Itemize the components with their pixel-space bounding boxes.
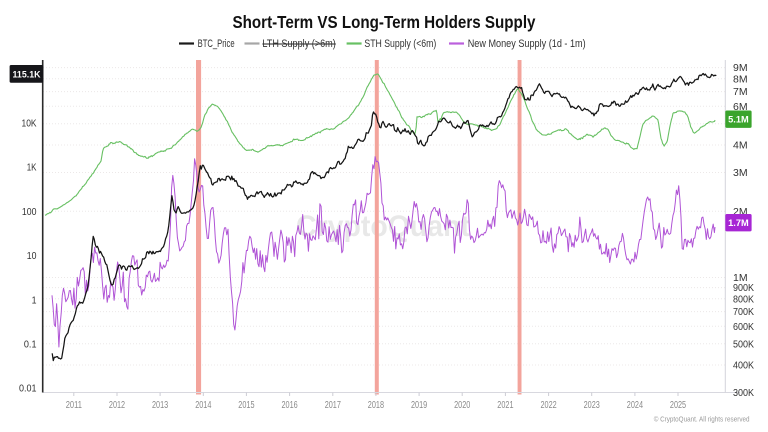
svg-text:2011: 2011 — [66, 400, 83, 411]
svg-text:LTH Supply (>6m): LTH Supply (>6m) — [262, 38, 335, 50]
svg-text:2M: 2M — [733, 207, 748, 218]
svg-text:2022: 2022 — [541, 400, 558, 411]
svg-text:6M: 6M — [733, 102, 748, 113]
svg-text:10K: 10K — [22, 119, 37, 130]
svg-text:2023: 2023 — [584, 400, 601, 411]
svg-text:1: 1 — [32, 295, 37, 306]
svg-text:0.1: 0.1 — [24, 340, 37, 351]
svg-text:800K: 800K — [733, 294, 754, 305]
svg-text:Short-Term VS Long-Term Holder: Short-Term VS Long-Term Holders Supply — [233, 12, 536, 32]
svg-text:8M: 8M — [733, 74, 748, 85]
svg-text:2018: 2018 — [368, 400, 385, 411]
svg-text:400K: 400K — [733, 361, 754, 372]
svg-text:2015: 2015 — [238, 400, 255, 411]
svg-text:115.1K: 115.1K — [13, 69, 41, 80]
svg-text:9M: 9M — [733, 63, 748, 74]
svg-text:1M: 1M — [733, 273, 748, 284]
svg-text:© CryptoQuant. All rights rese: © CryptoQuant. All rights reserved — [654, 415, 750, 424]
svg-text:0.01: 0.01 — [19, 384, 37, 395]
svg-text:2014: 2014 — [195, 400, 212, 411]
svg-text:2016: 2016 — [282, 400, 299, 411]
svg-text:2013: 2013 — [152, 400, 169, 411]
svg-text:2021: 2021 — [497, 400, 514, 411]
svg-text:5.1M: 5.1M — [728, 115, 749, 126]
svg-text:1.7M: 1.7M — [728, 218, 749, 229]
svg-text:1K: 1K — [27, 163, 37, 174]
svg-text:2012: 2012 — [109, 400, 126, 411]
svg-text:2025: 2025 — [670, 400, 687, 411]
svg-text:2017: 2017 — [325, 400, 342, 411]
svg-text:New Money Supply (1d - 1m): New Money Supply (1d - 1m) — [468, 38, 586, 50]
svg-text:2024: 2024 — [627, 400, 644, 411]
svg-text:2019: 2019 — [411, 400, 428, 411]
svg-text:STH Supply (<6m): STH Supply (<6m) — [364, 38, 436, 50]
svg-text:600K: 600K — [733, 322, 754, 333]
svg-text:7M: 7M — [733, 87, 748, 98]
svg-text:100: 100 — [22, 207, 37, 218]
svg-text:4M: 4M — [733, 141, 748, 152]
svg-text:900K: 900K — [733, 283, 754, 294]
svg-text:300K: 300K — [733, 388, 754, 399]
svg-text:700K: 700K — [733, 307, 754, 318]
svg-text:2020: 2020 — [454, 400, 471, 411]
svg-text:3M: 3M — [733, 168, 748, 179]
svg-text:10: 10 — [27, 251, 37, 262]
svg-text:500K: 500K — [733, 339, 754, 350]
svg-text:BTC_Price: BTC_Price — [198, 38, 235, 50]
